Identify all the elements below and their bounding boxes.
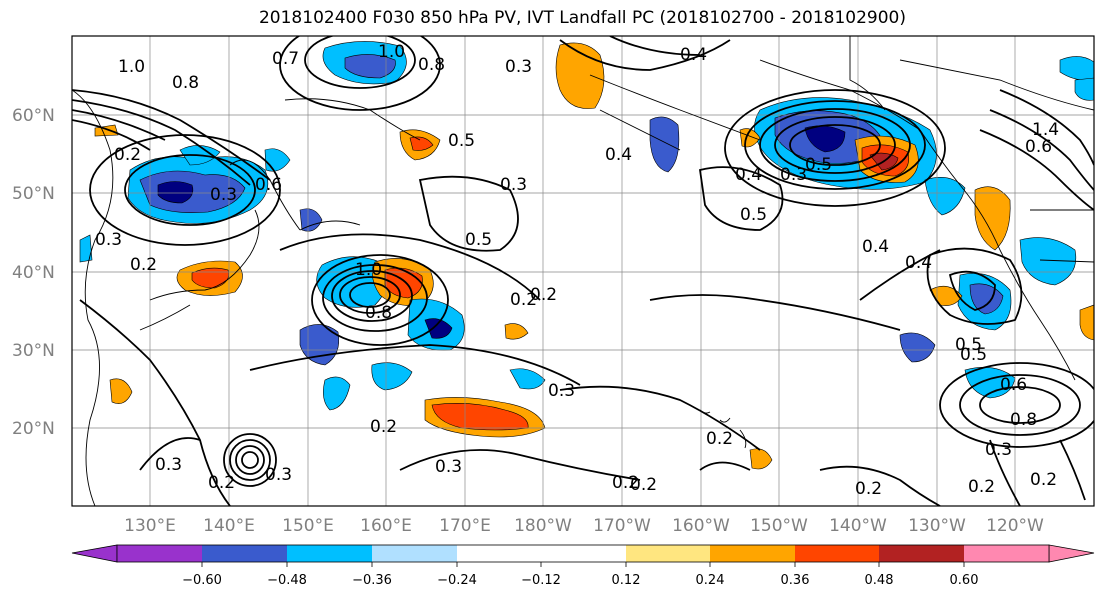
contour-label: 0.4 [862,237,889,257]
lon-label-140e: 140°E [203,516,255,536]
colorbar-segment [541,545,626,562]
contour-label: 1.0 [378,42,405,62]
contour-label: 0.3 [985,440,1012,460]
contour-label: 0.5 [805,155,832,175]
contour-label: 0.8 [1010,410,1037,430]
lat-label-30n: 30°N [12,341,55,361]
contour-label: 0.8 [172,73,199,93]
lat-label-40n: 40°N [12,263,55,283]
colorbar-segment [372,545,457,562]
colorbar-tick-label: −0.12 [521,573,561,588]
colorbar-tick-label: 0.60 [950,573,979,588]
colorbar-segment [287,545,372,562]
contour-label: 0.2 [706,429,733,449]
contour-label: 0.3 [548,381,575,401]
contour-label: 0.2 [510,290,537,310]
contour-label: 0.6 [1000,375,1027,395]
contour-label: 0.4 [680,45,707,65]
latitude-axis: 60°N 50°N 40°N 30°N 20°N [12,106,55,439]
contour-label: 0.3 [505,57,532,77]
map-panel: 1.0 0.8 0.7 1.0 0.8 0.3 0.4 0.5 0.2 0.6 … [71,35,1095,507]
contour-label: 0.6 [1025,137,1052,157]
contour-label: 0.3 [265,465,292,485]
colorbar-tick-label: 0.48 [865,573,894,588]
colorbar-tick-label: 0.24 [696,573,725,588]
lon-label-150w: 150°W [750,516,808,536]
contour-label: 0.5 [465,230,492,250]
lat-label-20n: 20°N [12,419,55,439]
lat-label-60n: 60°N [12,106,55,126]
contour-label: 0.5 [740,205,767,225]
lon-label-150e: 150°E [282,516,334,536]
contour-label: 0.3 [500,175,527,195]
contour-label: 0.3 [155,455,182,475]
colorbar-tick-label: −0.60 [182,573,222,588]
contour-label: 0.2 [1030,470,1057,490]
map-frame [71,35,1095,507]
lon-label-170w: 170°W [593,516,651,536]
colorbar-tick-label: 0.12 [612,573,641,588]
contour-label: 0.2 [208,473,235,493]
contour-label: 1.4 [1032,120,1059,140]
colorbar-segment [879,545,964,562]
contour-label: 0.8 [418,55,445,75]
contour-label: 0.2 [855,479,882,499]
contour-label: 0.4 [605,145,632,165]
lon-label-130e: 130°E [124,516,176,536]
lon-label-160w: 160°W [672,516,730,536]
lon-label-130w: 130°W [908,516,966,536]
contour-label: 0.2 [130,255,157,275]
colorbar-ticks [201,562,965,567]
colorbar-segment [710,545,795,562]
colorbar-segment [964,545,1049,562]
contour-label: 0.5 [960,345,987,365]
contour-label: 0.3 [210,185,237,205]
lat-label-50n: 50°N [12,184,55,204]
colorbar-segment [117,545,202,562]
colorbar-outline [116,544,1050,563]
contour-label: 0.6 [255,175,282,195]
contour-label: 0.3 [780,165,807,185]
contour-label: 0.8 [365,303,392,323]
lon-label-170e: 170°E [439,516,491,536]
colorbar-tick-label: −0.36 [352,573,392,588]
colorbar-tick-label: −0.24 [437,573,477,588]
contour-label: 0.2 [530,285,557,305]
colorbar-segment [795,545,879,562]
contour-label: 1.0 [355,260,382,280]
shading-layer [79,41,1094,470]
contour-label: 1.0 [118,57,145,77]
pv-contours [72,36,1094,506]
contour-label: 0.4 [905,253,932,273]
contour-label: 0.2 [114,145,141,165]
contour-label: 0.3 [95,230,122,250]
graticule [72,36,1094,506]
contour-label: 0.2 [630,475,657,495]
contour-labels: 1.0 0.8 0.7 1.0 0.8 0.3 0.4 0.5 0.2 0.6 … [95,42,1059,499]
lon-label-140w: 140°W [829,516,887,536]
contour-label: 0.2 [968,477,995,497]
contour-label: 0.4 [735,165,762,185]
contour-label: 0.3 [435,457,462,477]
colorbar-segment [626,545,710,562]
lon-label-180w: 180°W [514,516,572,536]
colorbar-extend-max [1048,544,1095,563]
contour-label: 0.2 [370,417,397,437]
colorbar-tick-label: 0.36 [781,573,810,588]
lon-label-160e: 160°E [360,516,412,536]
map-title: 2018102400 F030 850 hPa PV, IVT Landfall… [258,8,906,28]
colorbar-tick-label: −0.48 [267,573,307,588]
contour-label: 0.5 [448,131,475,151]
contour-label: 0.5 [955,335,982,355]
longitude-axis: 130°E 140°E 150°E 160°E 170°E 180°W 170°… [124,516,1044,536]
colorbar-segment [457,545,541,562]
colorbar-extend-min [71,544,118,563]
colorbar-segment [202,545,287,562]
colorbar: −0.60 −0.48 −0.36 −0.24 −0.12 0.12 0.24 … [71,544,1095,588]
lon-label-120w: 120°W [986,516,1044,536]
contour-label: 0.2 [612,473,639,493]
contour-label: 0.7 [272,49,299,69]
